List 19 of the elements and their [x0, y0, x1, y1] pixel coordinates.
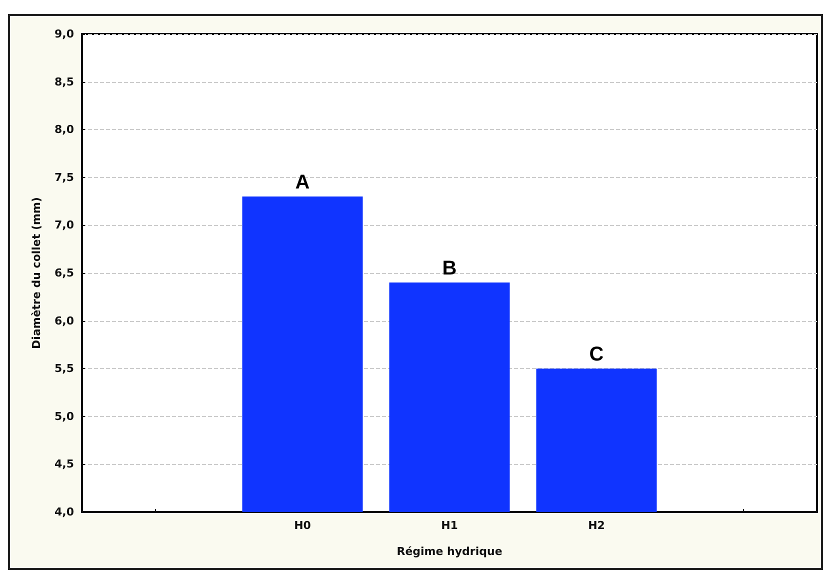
annotation: B: [442, 258, 457, 280]
x-tick-label: H2: [588, 519, 605, 532]
y-tick-label: 6,5: [54, 266, 74, 280]
x-axis-title: Régime hydrique: [396, 545, 502, 558]
y-tick-label: 6,0: [54, 314, 74, 328]
annotation: A: [295, 172, 310, 194]
y-tick-label: 9,0: [54, 28, 74, 40]
y-axis-title: Diamètre du collet (mm): [30, 197, 43, 349]
y-tick-label: 4,5: [54, 458, 74, 471]
y-tick-label: 5,0: [54, 410, 74, 423]
y-tick-label: 7,5: [54, 170, 74, 184]
y-tick-label: 8,0: [54, 123, 74, 136]
x-tick-label: H1: [441, 519, 458, 532]
y-tick-label: 8,5: [54, 75, 74, 88]
y-tick-label: 5,5: [54, 362, 74, 376]
y-tick-label: 7,0: [54, 218, 74, 232]
annotation: C: [589, 344, 604, 366]
y-tick-label: 4,0: [54, 506, 74, 518]
x-tick-label: H0: [294, 519, 312, 532]
